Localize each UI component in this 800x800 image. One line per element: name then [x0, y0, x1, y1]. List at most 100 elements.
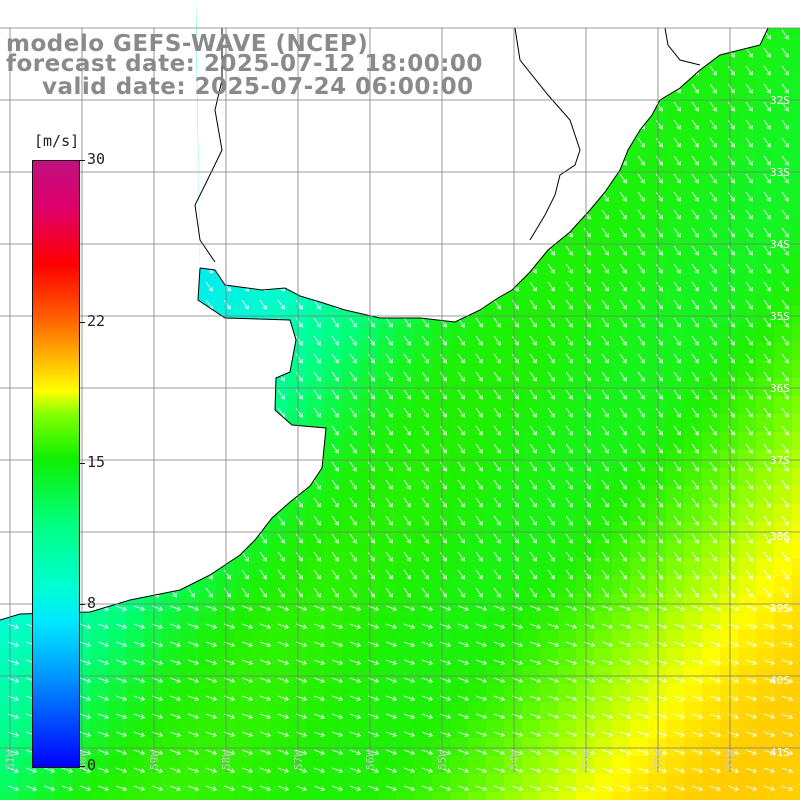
wind-speed-cell	[702, 630, 720, 648]
wind-arrow	[115, 605, 128, 612]
wind-arrow	[565, 353, 573, 364]
wind-arrow	[385, 317, 393, 328]
wind-speed-cell	[540, 486, 558, 504]
wind-speed-cell	[630, 144, 648, 162]
wind-speed-cell	[396, 396, 414, 414]
wind-speed-cell	[450, 450, 468, 468]
wind-speed-cell	[648, 324, 666, 342]
wind-speed-cell	[468, 576, 486, 594]
wind-speed-cell	[90, 648, 108, 666]
wind-speed-cell	[594, 414, 612, 432]
wind-arrow	[619, 605, 632, 612]
wind-speed-cell	[504, 378, 522, 396]
wind-speed-cell	[450, 522, 468, 540]
wind-speed-cell	[288, 630, 306, 648]
wind-speed-cell	[504, 576, 522, 594]
wind-arrow	[583, 299, 591, 310]
wind-speed-cell	[162, 720, 180, 738]
wind-arrow	[259, 623, 272, 630]
wind-speed-cell	[234, 630, 252, 648]
wind-speed-cell	[342, 540, 360, 558]
wind-arrow	[475, 767, 488, 774]
wind-speed-cell	[540, 450, 558, 468]
wind-speed-cell	[612, 180, 630, 198]
wind-speed-cell	[0, 756, 18, 774]
wind-arrow	[619, 515, 627, 526]
wind-arrow	[655, 785, 668, 792]
wind-speed-cell	[594, 792, 612, 800]
wind-arrow	[583, 227, 591, 238]
wind-arrow	[457, 407, 465, 418]
wind-arrow	[637, 731, 650, 738]
wind-speed-cell	[234, 648, 252, 666]
wind-arrow	[439, 443, 447, 454]
wind-speed-cell	[324, 612, 342, 630]
wind-speed-cell	[306, 522, 324, 540]
wind-speed-cell	[738, 540, 756, 558]
wind-speed-cell	[594, 432, 612, 450]
wind-speed-cell	[324, 342, 342, 360]
wind-speed-cell	[414, 648, 432, 666]
wind-arrow	[421, 605, 434, 612]
wind-speed-cell	[648, 432, 666, 450]
wind-speed-cell	[468, 414, 486, 432]
wind-speed-cell	[558, 558, 576, 576]
wind-speed-cell	[720, 324, 738, 342]
wind-speed-cell	[378, 630, 396, 648]
wind-speed-cell	[450, 756, 468, 774]
wind-arrow	[295, 407, 303, 418]
wind-arrow	[403, 749, 416, 756]
wind-speed-cell	[504, 774, 522, 792]
wind-speed-cell	[756, 288, 774, 306]
wind-speed-cell	[324, 666, 342, 684]
wind-arrow	[601, 785, 614, 792]
wind-speed-cell	[792, 108, 800, 126]
wind-arrow	[529, 677, 542, 684]
wind-speed-cell	[54, 774, 72, 792]
wind-arrow	[673, 155, 681, 166]
wind-speed-cell	[378, 756, 396, 774]
wind-arrow	[43, 767, 56, 774]
wind-speed-cell	[702, 306, 720, 324]
wind-arrow	[403, 533, 411, 544]
wind-speed-cell	[612, 702, 630, 720]
wind-speed-cell	[630, 414, 648, 432]
wind-speed-cell	[756, 612, 774, 630]
wind-speed-cell	[522, 414, 540, 432]
wind-arrow	[385, 479, 393, 490]
wind-speed-cell	[630, 774, 648, 792]
wind-arrow	[313, 533, 321, 544]
wind-speed-cell	[756, 648, 774, 666]
wind-speed-cell	[738, 414, 756, 432]
wind-arrow	[277, 551, 285, 562]
wind-arrow	[781, 425, 789, 436]
wind-arrow	[457, 767, 470, 774]
wind-speed-cell	[414, 720, 432, 738]
wind-speed-cell	[432, 558, 450, 576]
wind-speed-cell	[774, 702, 792, 720]
wind-speed-cell	[486, 342, 504, 360]
wind-arrow	[547, 299, 555, 310]
wind-speed-cell	[756, 576, 774, 594]
wind-arrow	[97, 731, 110, 738]
wind-speed-cell	[558, 738, 576, 756]
wind-speed-cell	[630, 252, 648, 270]
wind-speed-cell	[540, 432, 558, 450]
wind-speed-cell	[756, 666, 774, 684]
land-mask	[0, 0, 800, 322]
wind-speed-cell	[684, 378, 702, 396]
wind-arrow	[709, 443, 717, 454]
wind-arrow	[277, 587, 285, 598]
wind-speed-cell	[756, 738, 774, 756]
wind-speed-cell	[576, 252, 594, 270]
wind-arrow	[295, 317, 303, 328]
wind-speed-cell	[360, 792, 378, 800]
wind-speed-cell	[324, 684, 342, 702]
wind-arrow	[673, 731, 686, 738]
wind-speed-cell	[756, 558, 774, 576]
wind-speed-cell	[576, 360, 594, 378]
wind-arrow	[601, 695, 614, 702]
wind-arrow	[637, 371, 645, 382]
wind-speed-cell	[198, 612, 216, 630]
wind-arrow	[403, 605, 416, 612]
